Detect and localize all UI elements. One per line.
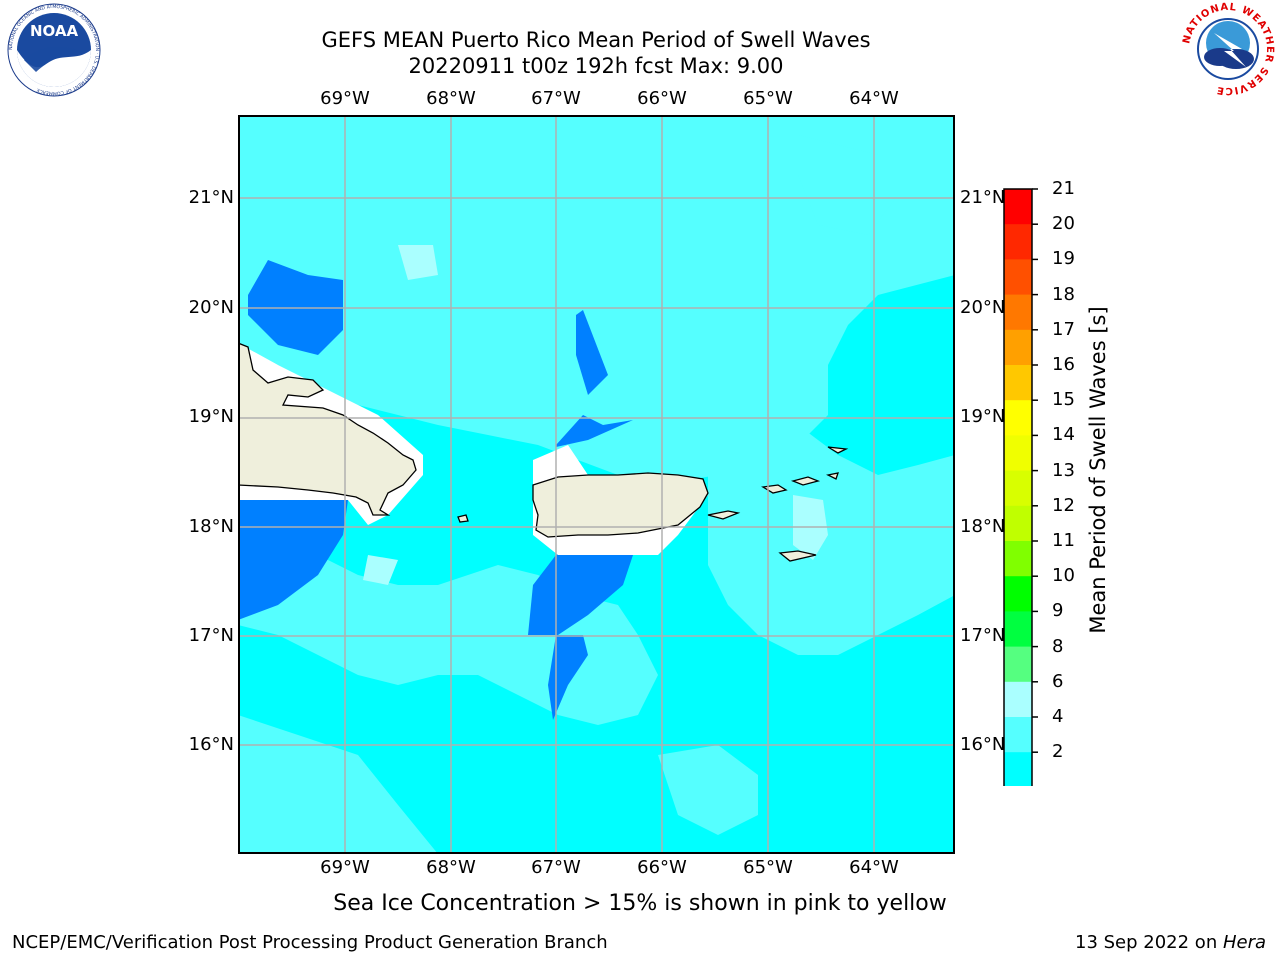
lat-label-left: 21°N: [188, 187, 234, 208]
colorbar-tick-label: 20: [1052, 213, 1075, 235]
lon-label-top: 68°W: [426, 88, 476, 109]
colorbar-segment: [1004, 400, 1032, 436]
noaa-logo-text: NOAA: [30, 22, 79, 40]
colorbar-tick-label: 12: [1052, 494, 1075, 516]
colorbar-segment: [1004, 717, 1032, 753]
footer-date-text: 13 Sep 2022 on: [1075, 932, 1223, 953]
st-croix: [778, 550, 817, 562]
colorbar-segment: [1004, 435, 1032, 472]
lat-label-left: 16°N: [188, 734, 234, 755]
colorbar-segment: [1004, 505, 1032, 542]
colorbar-segment: [1004, 224, 1032, 260]
sea-ice-note: Sea Ice Concentration > 15% is shown in …: [333, 891, 947, 916]
lon-label-bottom: 66°W: [637, 857, 687, 878]
colorbar-segment: [1004, 752, 1032, 786]
lon-label-bottom: 65°W: [743, 857, 793, 878]
chart-subtitle-forecast: 20220911 t00z 192h fcst Max: 9.00: [408, 54, 784, 78]
lat-label-left: 20°N: [188, 297, 234, 318]
chart-title: GEFS MEAN Puerto Rico Mean Period of Swe…: [321, 28, 871, 52]
colorbar-segment: [1004, 259, 1032, 296]
colorbar-tick-label: 13: [1052, 459, 1075, 481]
colorbar-tick-label: 11: [1052, 530, 1075, 551]
footer-host: Hera: [1222, 932, 1266, 953]
lat-label-right: 19°N: [960, 406, 1006, 427]
lat-label-right: 18°N: [960, 516, 1006, 537]
colorbar-segment: [1004, 576, 1032, 612]
lat-label-right: 16°N: [960, 734, 1006, 755]
colorbar-tick-label: 19: [1052, 248, 1075, 270]
lon-label-bottom: 69°W: [320, 857, 370, 878]
colorbar-tick-label: 21: [1052, 178, 1075, 199]
virgin-islands-4: [826, 472, 839, 480]
colorbar-segment: [1004, 611, 1032, 648]
footer-credit: NCEP/EMC/Verification Post Processing Pr…: [12, 932, 608, 953]
lon-label-bottom: 64°W: [849, 857, 899, 878]
colorbar-tick-label: 15: [1052, 389, 1075, 411]
colorbar-tick-label: 14: [1052, 424, 1075, 446]
lat-label-right: 20°N: [960, 297, 1006, 318]
lat-label-left: 17°N: [188, 625, 234, 646]
swell-period-map: [238, 115, 955, 854]
colorbar-segment: [1004, 365, 1032, 401]
colorbar-tick-label: 17: [1052, 318, 1075, 340]
lat-label-left: 18°N: [188, 516, 234, 537]
colorbar-tick-label: 9: [1052, 600, 1064, 622]
map-frame: [238, 115, 955, 854]
lat-lon-gridlines: [238, 115, 955, 854]
colorbar-tick-label: 8: [1052, 635, 1064, 657]
lat-label-right: 21°N: [960, 187, 1006, 208]
colorbar-tick-label: 18: [1052, 283, 1075, 305]
mona-island: [457, 514, 469, 523]
colorbar-tick-label: 10: [1052, 565, 1075, 587]
nws-logo: NATIONAL WEATHER SERVICE: [1181, 2, 1274, 96]
colorbar-tick-label: 4: [1052, 706, 1064, 727]
lon-label-top: 64°W: [849, 88, 899, 109]
colorbar-segment: [1004, 329, 1032, 366]
lon-label-top: 69°W: [320, 88, 370, 109]
colorbar-segment: [1004, 294, 1032, 331]
lat-label-right: 17°N: [960, 625, 1006, 646]
lon-label-top: 65°W: [743, 88, 793, 109]
period-6-8s-regions: [238, 115, 955, 854]
colorbar-tick-label: 16: [1052, 354, 1075, 375]
colorbar-segment: [1004, 541, 1032, 577]
virgin-islands-3: [827, 446, 849, 454]
hispaniola: [238, 342, 417, 516]
colorbar-title: Mean Period of Swell Waves [s]: [1086, 306, 1110, 634]
virgin-islands-2: [790, 476, 821, 486]
colorbar: [1003, 188, 1038, 786]
vieques: [707, 510, 741, 520]
lon-label-bottom: 68°W: [426, 857, 476, 878]
lon-label-bottom: 67°W: [531, 857, 581, 878]
noaa-logo: NOAA NATIONAL OCEANIC AND ATMOSPHERIC AD…: [7, 3, 101, 97]
colorbar-segment: [1004, 470, 1032, 507]
colorbar-tick-label: 6: [1052, 670, 1064, 692]
colorbar-segment: [1004, 681, 1032, 718]
lat-label-left: 19°N: [188, 406, 234, 427]
footer-date: 13 Sep 2022 on Hera: [1075, 932, 1266, 953]
colorbar-tick-label: 2: [1052, 741, 1064, 763]
lon-label-top: 66°W: [637, 88, 687, 109]
lon-label-top: 67°W: [531, 88, 581, 109]
colorbar-segment: [1004, 646, 1032, 683]
colorbar-segment: [1004, 189, 1032, 225]
